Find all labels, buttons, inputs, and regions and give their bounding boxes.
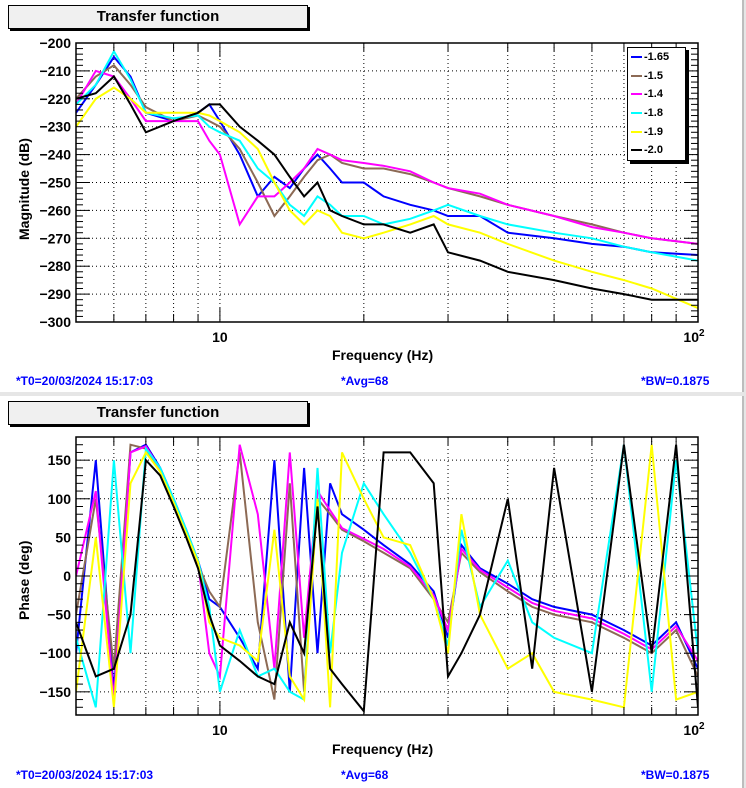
legend-label: -1.8: [644, 107, 663, 120]
legend-label: -2.0: [644, 144, 663, 157]
y-tick-label: −210: [39, 63, 71, 79]
y-tick-label: −240: [39, 147, 71, 163]
y-tick-label: 100: [48, 491, 72, 507]
footer-bw: *BW=0.1875: [641, 768, 710, 782]
x-tick-label: 102: [683, 328, 705, 345]
legend-swatch: [631, 130, 642, 133]
y-tick-label: −50: [47, 607, 71, 623]
x-tick-label: 10: [212, 722, 228, 738]
series-line--1.8: [76, 444, 698, 708]
legend-label: -1.65: [644, 51, 670, 64]
legend-label: -1.9: [644, 125, 663, 138]
phase-panel: 150 100 50 0 −50 −100 −150 10 102 Transfer funct…: [0, 396, 744, 788]
magnitude-title: Transfer function: [8, 5, 308, 29]
footer-avg: *Avg=68: [341, 768, 389, 782]
series-line--1.9: [76, 444, 698, 709]
magnitude-y-axis-title: Magnitude (dB): [16, 138, 32, 240]
y-tick-label: −230: [39, 119, 71, 135]
legend-label: -1.5: [644, 69, 663, 82]
y-tick-label: −100: [39, 645, 71, 661]
y-tick-label: −290: [39, 286, 71, 302]
legend-item: -1.9: [628, 122, 685, 141]
magnitude-panel: −200 −210 −220 −230 −240 −250 −260 −270 −280 −290…: [0, 0, 744, 392]
magnitude-x-axis-title: Frequency (Hz): [332, 347, 434, 363]
y-tick-label: −250: [39, 175, 71, 191]
series-line--2.0: [76, 74, 698, 301]
legend-swatch: [631, 93, 642, 96]
phase-title: Transfer function: [8, 401, 308, 425]
legend-item: -2.0: [628, 141, 685, 160]
y-tick-label: 150: [48, 452, 72, 468]
phase-y-axis-title: Phase (deg): [16, 540, 32, 620]
footer-avg: *Avg=68: [341, 374, 389, 388]
y-tick-label: −280: [39, 258, 71, 274]
legend: -1.65 -1.5 -1.4 -1.8 -1.9 -2.0: [627, 47, 686, 161]
series-line--2.0: [76, 444, 698, 714]
y-tick-label: −220: [39, 91, 71, 107]
series-line--1.65: [76, 55, 698, 256]
y-tick-label: 0: [63, 568, 71, 584]
footer-t0: *T0=20/03/2024 15:17:03: [16, 374, 154, 388]
series-line--1.8: [76, 49, 698, 262]
phase-plot: 150 100 50 0 −50 −100 −150 10 102: [39, 436, 705, 738]
phase-x-axis-title: Frequency (Hz): [332, 741, 434, 757]
y-tick-label: −270: [39, 230, 71, 246]
series-line--1.4: [76, 69, 698, 245]
footer-bw: *BW=0.1875: [641, 374, 710, 388]
legend-swatch: [631, 56, 642, 59]
x-tick-label: 102: [683, 721, 705, 738]
y-tick-label: −200: [39, 35, 71, 51]
legend-item: -1.65: [628, 48, 685, 67]
series-line--1.9: [76, 86, 698, 310]
legend-item: -1.5: [628, 67, 685, 86]
x-tick-label-exponent: 2: [699, 328, 705, 339]
footer-t0: *T0=20/03/2024 15:17:03: [16, 768, 154, 782]
legend-swatch: [631, 149, 642, 152]
y-tick-label: −300: [39, 314, 71, 330]
y-tick-label: −260: [39, 202, 71, 218]
legend-item: -1.8: [628, 104, 685, 123]
x-tick-label: 10: [212, 329, 228, 345]
magnitude-plot: −200 −210 −220 −230 −240 −250 −260 −270 −280 −290…: [39, 35, 705, 345]
y-tick-label: 50: [55, 529, 71, 545]
legend-item: -1.4: [628, 85, 685, 104]
legend-label: -1.4: [644, 88, 663, 101]
x-tick-label-exponent: 2: [699, 721, 705, 732]
legend-swatch: [631, 112, 642, 115]
y-tick-label: −150: [39, 684, 71, 700]
legend-swatch: [631, 74, 642, 77]
